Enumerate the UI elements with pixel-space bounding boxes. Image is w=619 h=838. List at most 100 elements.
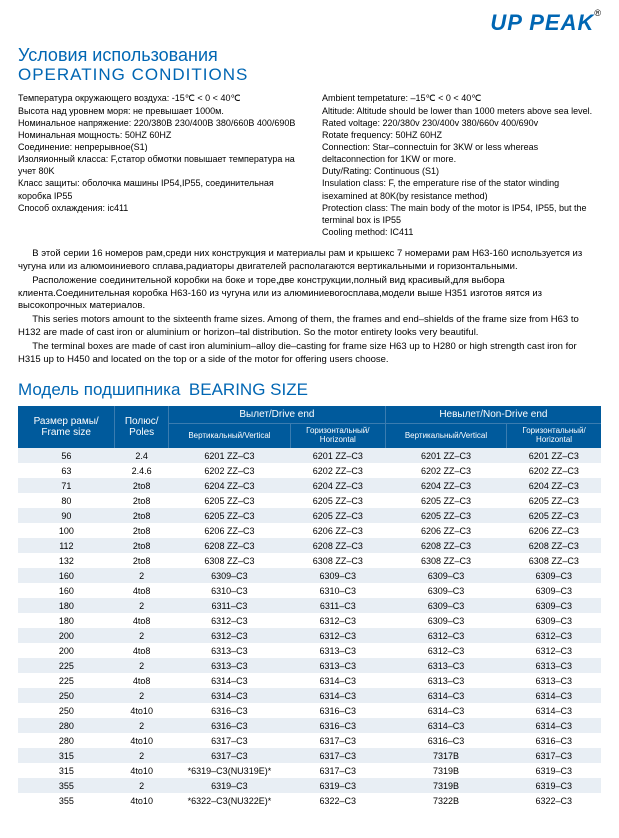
table-row: 16026309–C36309–C36309–C36309–C3 [18,568,601,583]
table-cell: 80 [18,493,115,508]
table-cell: 2 [115,688,169,703]
table-cell: 6312–C3 [507,628,601,643]
table-cell: 6208 ZZ–C3 [507,538,601,553]
table-cell: 6313–C3 [385,658,506,673]
table-row: 22526313–C36313–C36313–C36313–C3 [18,658,601,673]
table-cell: 6205 ZZ–C3 [385,508,506,523]
table-cell: 2to8 [115,553,169,568]
th-frame: Размер рамы/Frame size [18,406,115,448]
table-cell: 6202 ZZ–C3 [169,463,291,478]
table-cell: 6201 ZZ–C3 [507,448,601,463]
table-cell: 355 [18,793,115,808]
table-row: 35526319–C36319–C37319B6319–C3 [18,778,601,793]
table-cell: 6317–C3 [290,763,385,778]
table-cell: 4to10 [115,793,169,808]
table-cell: 2to8 [115,523,169,538]
table-cell: 6316–C3 [507,733,601,748]
table-cell: 180 [18,613,115,628]
table-cell: 225 [18,673,115,688]
table-cell: 6309–C3 [507,568,601,583]
table-cell: 160 [18,568,115,583]
table-row: 2804to106317–C36317–C36316–C36316–C3 [18,733,601,748]
table-cell: 6316–C3 [169,703,291,718]
table-cell: *6319–C3(NU319E)* [169,763,291,778]
para-ru-1: В этой серии 16 номеров рам,среди них ко… [18,248,601,274]
table-cell: 6319–C3 [169,778,291,793]
table-cell: 6311–C3 [169,598,291,613]
table-cell: 6314–C3 [507,703,601,718]
table-cell: 6319–C3 [290,778,385,793]
table-cell: 6204 ZZ–C3 [169,478,291,493]
table-row: 3154to10*6319–C3(NU319E)*6317–C37319B631… [18,763,601,778]
table-row: 18026311–C36311–C36309–C36309–C3 [18,598,601,613]
table-cell: 6205 ZZ–C3 [290,508,385,523]
operating-conditions-heading: Условия использования OPERATING CONDITIO… [18,46,601,84]
table-cell: 7322B [385,793,506,808]
table-cell: 225 [18,658,115,673]
table-cell: 6313–C3 [169,643,291,658]
table-cell: 250 [18,688,115,703]
table-cell: 4to8 [115,643,169,658]
table-cell: 6309–C3 [507,583,601,598]
table-cell: 2 [115,598,169,613]
table-row: 1122to86208 ZZ–C36208 ZZ–C36208 ZZ–C3620… [18,538,601,553]
table-cell: 6317–C3 [290,733,385,748]
table-cell: 6309–C3 [169,568,291,583]
table-cell: 6309–C3 [507,613,601,628]
table-cell: 6205 ZZ–C3 [507,508,601,523]
table-cell: 4to10 [115,763,169,778]
table-cell: 6206 ZZ–C3 [290,523,385,538]
table-row: 1002to86206 ZZ–C36206 ZZ–C36206 ZZ–C3620… [18,523,601,538]
table-cell: 6313–C3 [507,658,601,673]
table-cell: 6205 ZZ–C3 [290,493,385,508]
table-row: 1804to86312–C36312–C36309–C36309–C3 [18,613,601,628]
table-cell: 6312–C3 [290,628,385,643]
table-cell: 2 [115,778,169,793]
heading-ru: Условия использования [18,46,601,66]
th-nondrive-horiz: Горизонтальный/Horizontal [507,424,601,448]
table-cell: 7317B [385,748,506,763]
table-cell: 6309–C3 [385,583,506,598]
table-cell: 63 [18,463,115,478]
table-cell: 2 [115,628,169,643]
table-cell: 6201 ZZ–C3 [169,448,291,463]
table-cell: 90 [18,508,115,523]
table-cell: 6312–C3 [169,628,291,643]
table-cell: 4to8 [115,583,169,598]
table-cell: 6202 ZZ–C3 [385,463,506,478]
table-cell: 280 [18,718,115,733]
table-cell: 315 [18,763,115,778]
para-ru-2: Расположение соединительной коробки на б… [18,275,601,313]
table-cell: 6316–C3 [169,718,291,733]
table-cell: 6310–C3 [290,583,385,598]
bearing-size-heading: Модель подшипника BEARING SIZE [18,380,601,400]
table-cell: 4to8 [115,673,169,688]
table-cell: 6313–C3 [385,673,506,688]
table-cell: 6314–C3 [290,673,385,688]
para-en-2: The terminal boxes are made of cast iron… [18,341,601,367]
table-row: 2504to106316–C36316–C36314–C36314–C3 [18,703,601,718]
table-row: 802to86205 ZZ–C36205 ZZ–C36205 ZZ–C36205… [18,493,601,508]
table-cell: 6317–C3 [169,748,291,763]
logo: UP PEAK® [18,10,601,36]
table-cell: 6309–C3 [385,613,506,628]
table-cell: 2to8 [115,493,169,508]
table-cell: 6313–C3 [290,643,385,658]
table-row: 902to86205 ZZ–C36205 ZZ–C36205 ZZ–C36205… [18,508,601,523]
th-drive-vert: Вертикальный/Vertical [169,424,291,448]
table-cell: 6204 ZZ–C3 [385,478,506,493]
table-cell: 6309–C3 [385,568,506,583]
table-row: 1322to86308 ZZ–C36308 ZZ–C36308 ZZ–C3630… [18,553,601,568]
table-cell: 6204 ZZ–C3 [507,478,601,493]
table-cell: 6309–C3 [290,568,385,583]
para-en-1: This series motors amount to the sixteen… [18,314,601,340]
description-paragraphs: В этой серии 16 номеров рам,среди них ко… [18,248,601,366]
table-cell: 6314–C3 [169,673,291,688]
table-cell: 6206 ZZ–C3 [385,523,506,538]
table-cell: 6206 ZZ–C3 [507,523,601,538]
table-cell: 6308 ZZ–C3 [507,553,601,568]
table-row: 25026314–C36314–C36314–C36314–C3 [18,688,601,703]
table-cell: 4to8 [115,613,169,628]
th-poles: Полюс/Poles [115,406,169,448]
table-cell: 6205 ZZ–C3 [507,493,601,508]
